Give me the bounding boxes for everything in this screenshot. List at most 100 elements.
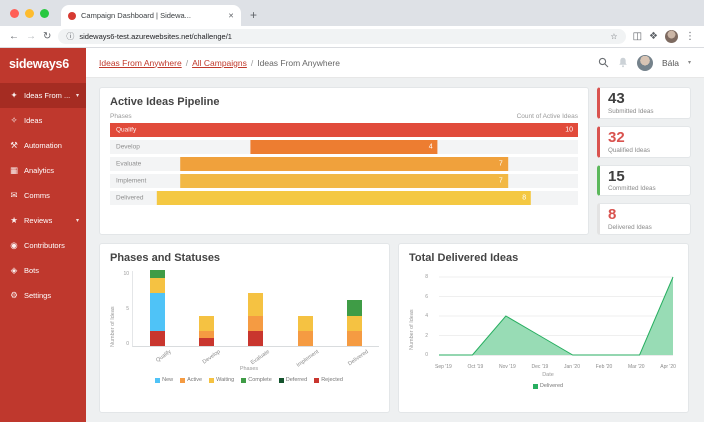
sidebar-item-bots[interactable]: ◈ Bots xyxy=(0,258,86,283)
dashboard-content: Active Ideas Pipeline Phases Count of Ac… xyxy=(86,78,704,422)
lightbulb-icon: ✦ xyxy=(10,90,18,100)
sidebar-item-reviews[interactable]: ★ Reviews ▾ xyxy=(0,208,86,233)
x-tick: Qualify xyxy=(147,347,172,364)
window-close-button[interactable] xyxy=(10,9,19,18)
funnel-bar[interactable]: 8 xyxy=(156,191,532,205)
star-icon: ★ xyxy=(10,215,18,225)
sidebar-item-automation[interactable]: ⚒ Automation xyxy=(0,133,86,158)
idea-icon: ✧ xyxy=(10,115,18,125)
breadcrumb-link[interactable]: Ideas From Anywhere xyxy=(99,57,182,68)
funnel-bar[interactable]: 7 xyxy=(180,174,508,188)
browser-profile-avatar[interactable] xyxy=(665,30,678,43)
stat-card[interactable]: 15 Committed Ideas xyxy=(597,164,691,197)
breadcrumb: Ideas From Anywhere / All Campaigns / Ideas … xyxy=(99,58,340,68)
legend-item: Complete xyxy=(241,377,272,383)
funnel-track: 7 Implement xyxy=(110,174,578,188)
funnel-bar[interactable]: 7 xyxy=(180,157,508,171)
y-tick-label: 2 xyxy=(425,332,428,339)
window-zoom-button[interactable] xyxy=(40,9,49,18)
reload-icon[interactable]: ↻ xyxy=(43,30,52,42)
stat-card[interactable]: 8 Delivered Ideas xyxy=(597,203,691,235)
app-logo[interactable]: sideways6 xyxy=(9,57,69,71)
stacked-segment-complete xyxy=(346,300,362,316)
stacked-segment-active xyxy=(297,330,313,346)
stat-card[interactable]: 32 Qualified Ideas xyxy=(597,125,691,158)
legend-label: Rejected xyxy=(321,377,343,383)
stacked-segment-rejected xyxy=(150,330,166,346)
stat-value: 15 xyxy=(608,167,625,185)
back-icon[interactable]: ← xyxy=(9,30,19,42)
tab-strip: Campaign Dashboard | Sidewa... ✕ + xyxy=(0,0,704,26)
users-icon: ◉ xyxy=(10,240,18,250)
area-yticks: 8 6 4 2 0 xyxy=(418,271,431,363)
stacked-segment-waiting xyxy=(346,315,362,331)
sidebar-item-label: Settings xyxy=(24,291,52,300)
legend-item: New xyxy=(155,377,173,383)
y-tick-label: 0 xyxy=(425,352,428,358)
pipeline-count-axis-label: Count of Active Ideas xyxy=(516,113,578,120)
main-area: Ideas From Anywhere / All Campaigns / Ideas … xyxy=(86,48,704,422)
area-chart-svg xyxy=(439,276,674,356)
stacked-plot xyxy=(132,270,379,347)
stacked-segment-active xyxy=(248,315,264,331)
sidebar-item-analytics[interactable]: ▦ Analytics xyxy=(0,158,86,183)
extensions-icon[interactable]: ❖ xyxy=(649,30,658,42)
sidebar-item-contributors[interactable]: ◉ Contributors xyxy=(0,233,86,258)
browser-tab[interactable]: Campaign Dashboard | Sidewa... ✕ xyxy=(61,5,241,26)
legend-label: Delivered xyxy=(539,383,564,389)
bookmark-star-icon[interactable]: ☆ xyxy=(610,32,618,41)
breadcrumb-link[interactable]: All Campaigns xyxy=(192,57,247,68)
sidebar-item-ideas-from[interactable]: ✦ Ideas From ... ▾ xyxy=(0,83,86,108)
y-tick-label: 0 xyxy=(126,341,129,347)
new-tab-button[interactable]: + xyxy=(250,8,258,22)
funnel-phase-label: Delivered xyxy=(116,194,144,202)
sidebar-item-comms[interactable]: ✉ Comms xyxy=(0,183,86,208)
stacked-bar[interactable] xyxy=(248,292,264,346)
stacked-segment-waiting xyxy=(248,292,264,316)
legend-item: Delivered xyxy=(532,383,564,389)
chevron-down-icon[interactable]: ▾ xyxy=(687,60,691,66)
url-field[interactable]: ⓘ sideways6-test.azurewebsites.net/chall… xyxy=(58,29,626,44)
bell-icon[interactable] xyxy=(618,57,628,68)
stacked-x-axis-title: Phases xyxy=(239,366,259,372)
app-window: sideways6 ✦ Ideas From ... ▾ ✧ Ideas ⚒ Automat… xyxy=(0,48,704,422)
x-tick: Develop xyxy=(196,347,222,365)
stacked-bar[interactable] xyxy=(150,270,166,346)
x-tick: Implement xyxy=(295,347,320,369)
stacked-segment-new xyxy=(150,292,166,331)
stacked-bar[interactable] xyxy=(346,300,362,346)
sidebar-item-ideas[interactable]: ✧ Ideas xyxy=(0,108,86,133)
site-info-icon[interactable]: ⓘ xyxy=(66,32,75,41)
stat-value: 32 xyxy=(608,128,625,146)
sidebar-item-label: Contributors xyxy=(24,241,65,250)
y-tick-label: 6 xyxy=(425,293,428,300)
user-name[interactable]: Bála xyxy=(661,57,679,68)
stacked-legend: New Active Waiting Complete Deferred Rejected xyxy=(119,377,379,383)
stat-card[interactable]: 43 Submitted Ideas xyxy=(597,87,691,119)
side-panel-icon[interactable]: ◫ xyxy=(632,30,643,42)
stacked-bar[interactable] xyxy=(199,315,215,346)
x-tick-label: Evaluate xyxy=(249,349,271,367)
stat-value: 43 xyxy=(608,90,625,107)
y-tick-label: 5 xyxy=(126,306,129,312)
x-tick-label: Dec '19 xyxy=(531,364,549,370)
funnel-bar[interactable]: 4 xyxy=(250,140,438,154)
browser-menu-icon[interactable]: ⋮ xyxy=(685,30,695,42)
sidebar-item-label: Automation xyxy=(24,141,62,150)
stacked-yticks: 10 5 0 xyxy=(119,271,132,347)
sidebar-item-settings[interactable]: ⚙ Settings xyxy=(0,283,86,308)
sidebar-item-label: Ideas xyxy=(24,116,43,125)
funnel-bar[interactable]: 10 xyxy=(110,123,578,137)
stacked-y-axis-title: Number of Ideas xyxy=(110,306,116,348)
funnel-track: 10 Qualify xyxy=(110,123,578,137)
funnel-phase-label: Develop xyxy=(116,143,140,151)
bar-chart-icon: ▦ xyxy=(9,165,19,175)
window-minimize-button[interactable] xyxy=(25,9,34,18)
user-avatar[interactable] xyxy=(636,54,653,71)
forward-icon[interactable]: → xyxy=(26,30,36,42)
pipeline-card-title: Active Ideas Pipeline xyxy=(110,96,220,108)
search-icon[interactable] xyxy=(598,57,609,68)
stacked-bar[interactable] xyxy=(297,315,313,346)
tab-close-icon[interactable]: ✕ xyxy=(228,12,234,20)
y-tick-label: 4 xyxy=(425,313,428,319)
